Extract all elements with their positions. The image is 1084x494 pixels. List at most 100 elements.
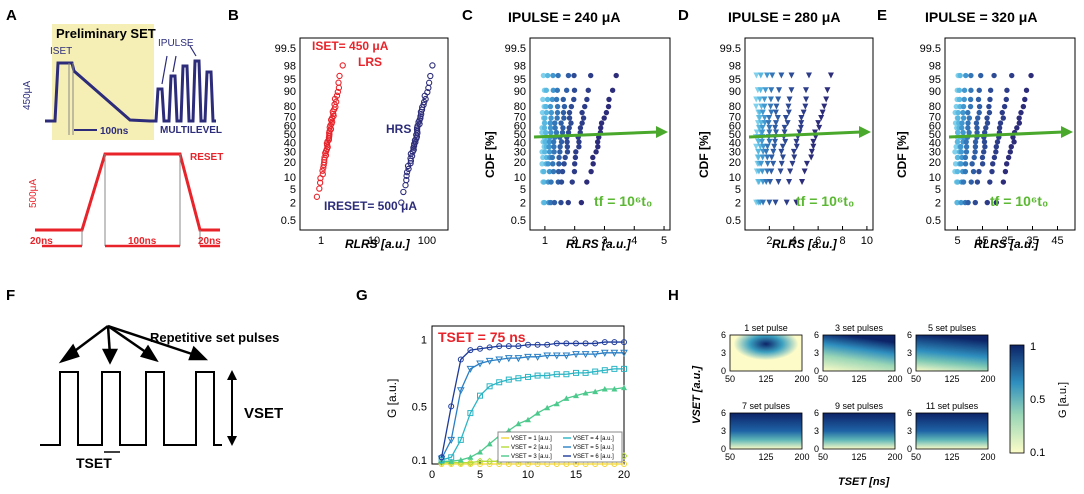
point-c-s3-12 <box>554 115 560 121</box>
point-g-4-10 <box>533 353 542 361</box>
point-c-s1-12 <box>542 115 548 121</box>
ytick-b-14: 0.5 <box>281 215 296 227</box>
point-g-5-13 <box>563 340 570 347</box>
point-g-1-3 <box>466 458 475 467</box>
point-c-s5-0 <box>558 199 564 206</box>
chart-c-ylabel: CDF [%] <box>483 131 497 178</box>
ytick-b-11: 10 <box>284 172 296 184</box>
point-e-s6-12 <box>1000 115 1006 121</box>
reset-label: RESET <box>190 152 223 163</box>
colorbar <box>1009 344 1025 454</box>
chart-e-ylabel: CDF [%] <box>895 131 909 178</box>
chart-d-ylabel: CDF [%] <box>697 131 711 178</box>
point-c-s7-3 <box>590 161 596 167</box>
ytick-b-6: 60 <box>284 121 296 133</box>
point-b-lrs-0 <box>313 193 321 200</box>
point-g-5-2 <box>457 356 464 363</box>
point-e-s2-15 <box>961 96 967 103</box>
heatmap-ytick-2-1: 3 <box>907 348 912 358</box>
point-e-s3-13 <box>965 109 971 116</box>
panel-label-d: D <box>678 7 689 24</box>
point-e-s6-16 <box>1004 87 1010 93</box>
point-d-s6-6 <box>793 143 800 150</box>
ytick-e-13: 2 <box>935 198 941 210</box>
iset-label: ISET <box>50 46 72 57</box>
ytick-e-7: 50 <box>929 129 941 141</box>
point-e-s1-1 <box>954 179 961 185</box>
point-c-s2-17 <box>550 72 556 79</box>
ytick-d-5: 70 <box>729 111 741 123</box>
point-c-s3-0 <box>548 199 554 206</box>
point-d-s5-0 <box>772 199 779 206</box>
heatmap-xtick-2-0: 50 <box>911 374 921 384</box>
point-d-s1-17 <box>757 72 764 79</box>
point-e-s0-6 <box>953 144 959 150</box>
point-c-s1-13 <box>543 109 550 116</box>
ytick-b-9: 30 <box>284 147 296 159</box>
point-d-s1-15 <box>756 96 763 103</box>
point-d-s7-8 <box>812 134 819 141</box>
point-c-s4-10 <box>560 125 566 131</box>
xtick-e-0: 5 <box>954 235 960 247</box>
point-d-s7-6 <box>810 143 817 150</box>
point-c-s5-17 <box>571 72 577 79</box>
ytick-e-10: 20 <box>929 157 941 169</box>
point-c-s7-5 <box>593 149 599 155</box>
ytick-e-14: 0.5 <box>926 215 941 227</box>
point-e-s5-15 <box>987 96 993 103</box>
point-c-s5-6 <box>564 144 571 150</box>
point-e-s6-17 <box>1009 72 1015 79</box>
point-d-s4-1 <box>767 179 774 186</box>
point-c-s3-2 <box>550 168 557 175</box>
point-c-s7-15 <box>606 96 612 103</box>
point-c-s1-11 <box>541 120 548 126</box>
point-e-s3-7 <box>963 139 969 145</box>
chart-b-iset: ISET= 450 μA <box>312 39 389 53</box>
point-d-s2-14 <box>761 103 768 110</box>
point-d-s6-0 <box>783 199 790 206</box>
point-e-s7-15 <box>1022 96 1028 103</box>
point-b-hrs-0 <box>398 199 405 206</box>
panel-f-schematic: Repetitive set pulses VSET TSET <box>40 324 283 471</box>
point-c-s5-7 <box>564 139 570 145</box>
heatmap-title-1: 3 set pulses <box>835 323 884 333</box>
point-c-s5-9 <box>565 129 572 136</box>
point-e-s5-1 <box>974 179 981 185</box>
ytick-e-8: 40 <box>929 137 941 149</box>
point-c-s3-14 <box>554 103 561 110</box>
point-e-s3-10 <box>965 125 971 131</box>
point-d-s3-13 <box>768 109 775 116</box>
point-b-lrs-38 <box>333 98 340 105</box>
point-e-s1-2 <box>954 168 961 175</box>
chart-g-legend: VSET = 1 [a.u.] VSET = 2 [a.u.] VSET = 3 [… <box>497 431 623 463</box>
point-e-s7-13 <box>1018 109 1024 116</box>
point-b-lrs-44 <box>336 72 343 80</box>
point-b-hrs-1 <box>400 188 407 196</box>
point-c-s6-13 <box>579 109 585 116</box>
point-g-1-4 <box>476 457 484 466</box>
point-d-s3-1 <box>763 179 770 186</box>
xtick-d-0: 2 <box>766 235 772 247</box>
point-d-s4-5 <box>770 148 777 155</box>
ytick-c-0: 99.5 <box>505 43 526 55</box>
ytick-c-13: 2 <box>520 198 526 210</box>
point-b-hrs-4 <box>403 172 410 179</box>
point-g-4-7 <box>504 355 513 363</box>
point-g-4-17 <box>600 349 609 357</box>
point-e-s3-17 <box>968 72 974 79</box>
heatmap-xtick-0-2: 200 <box>794 374 809 384</box>
repetitive-pulses-label: Repetitive set pulses <box>150 330 279 345</box>
point-g-4-1 <box>447 436 456 444</box>
point-d-s2-10 <box>759 124 766 131</box>
point-g-3-1 <box>448 454 455 461</box>
point-e-s1-13 <box>955 109 961 116</box>
point-b-lrs-40 <box>333 92 341 99</box>
current-500-label: 500μA <box>28 179 39 208</box>
point-g-3-14 <box>573 369 579 376</box>
colorbar-tick-1: 1 <box>1030 341 1036 353</box>
point-d-s6-1 <box>786 179 793 186</box>
chart-b-ireset: IRESET= 500 μA <box>324 199 417 213</box>
point-d-s3-2 <box>764 168 771 175</box>
point-d-s5-12 <box>782 115 789 122</box>
point-e-s3-6 <box>963 144 970 150</box>
